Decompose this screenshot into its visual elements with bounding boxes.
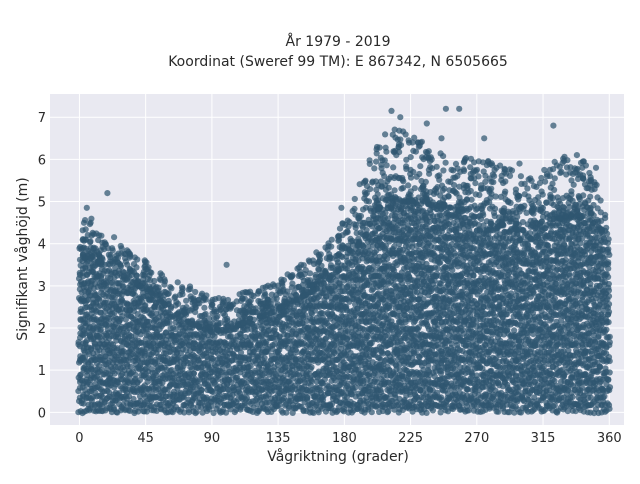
scatter-point	[128, 364, 134, 370]
scatter-point	[435, 265, 441, 271]
scatter-point	[308, 364, 314, 370]
scatter-point	[262, 355, 268, 361]
scatter-point	[167, 320, 173, 326]
scatter-point	[198, 387, 204, 393]
scatter-point	[438, 394, 444, 400]
scatter-point	[304, 395, 310, 401]
scatter-point	[430, 407, 436, 413]
scatter-point	[369, 409, 375, 415]
scatter-point	[452, 250, 458, 256]
scatter-point	[98, 327, 104, 333]
chart-title: År 1979 - 2019	[286, 33, 391, 50]
scatter-point	[424, 410, 430, 416]
scatter-point	[194, 409, 200, 415]
scatter-point	[191, 370, 197, 376]
chart-subtitle: Koordinat (Sweref 99 TM): E 867342, N 65…	[168, 54, 508, 70]
